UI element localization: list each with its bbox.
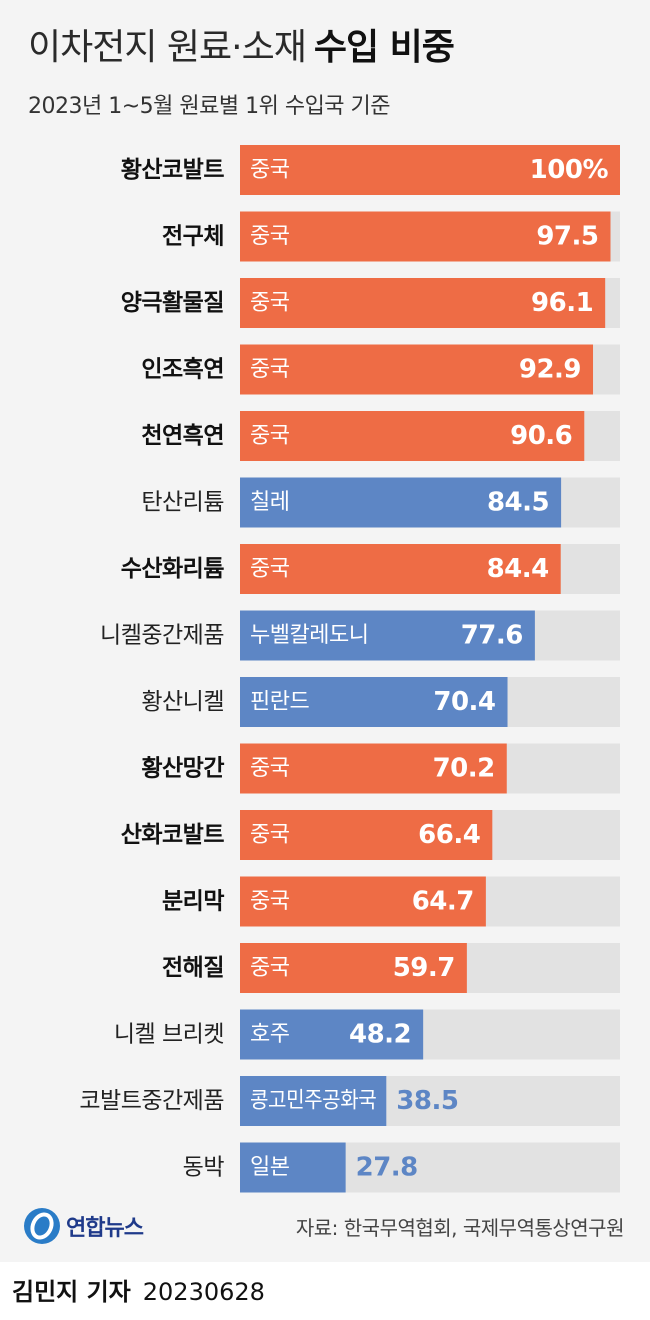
category-label: 산화코발트	[121, 822, 225, 848]
category-label: 수산화리튬	[121, 556, 225, 582]
category-label: 양극활물질	[121, 290, 224, 316]
title-light-part: 이차전지 원료·소재	[28, 27, 307, 68]
publish-date: 20230628	[142, 1278, 265, 1306]
country-label: 콩고민주공화국	[250, 1089, 377, 1114]
value-label: 97.5	[536, 222, 598, 252]
country-label: 누벨칼레도니	[250, 623, 368, 648]
bar	[240, 278, 606, 328]
value-label: 84.5	[487, 488, 549, 518]
category-label: 전해질	[162, 955, 224, 981]
country-label: 중국	[250, 224, 290, 249]
reporter-name: 김민지 기자	[12, 1278, 131, 1306]
country-label: 칠레	[250, 490, 289, 515]
bar	[240, 1009, 424, 1060]
bar	[240, 943, 467, 993]
category-label: 분리막	[162, 889, 224, 915]
chart-title: 이차전지 원료·소재 수입 비중	[28, 18, 455, 70]
bar	[240, 477, 562, 528]
bar	[240, 145, 620, 195]
chart-subtitle: 2023년 1~5월 원료별 1위 수입국 기준	[28, 94, 391, 119]
bar	[240, 1076, 387, 1126]
country-label: 중국	[250, 756, 290, 781]
category-label: 천연흑연	[141, 423, 224, 449]
country-label: 중국	[250, 889, 290, 914]
byline: 김민지 기자 20230628	[12, 1272, 265, 1307]
value-label: 48.2	[349, 1020, 411, 1050]
country-label: 중국	[250, 823, 290, 848]
country-label: 중국	[250, 424, 290, 449]
bar	[240, 677, 508, 727]
category-label: 탄산리튬	[141, 490, 224, 516]
bar	[240, 610, 535, 661]
bar	[240, 876, 486, 927]
logo-text: 연합뉴스	[66, 1216, 144, 1241]
value-label: 77.6	[461, 621, 523, 651]
country-label: 중국	[250, 357, 290, 382]
value-label: 92.9	[519, 355, 581, 385]
yonhap-logo-icon	[24, 1208, 60, 1244]
bar	[240, 810, 493, 860]
bar	[240, 1142, 346, 1193]
value-label: 90.6	[510, 421, 572, 451]
value-label: 64.7	[412, 887, 474, 917]
bar	[240, 411, 585, 461]
value-label: 70.4	[433, 687, 495, 717]
category-label: 황산니켈	[141, 689, 224, 715]
value-label: 70.2	[433, 754, 495, 784]
category-label: 코발트중간제품	[79, 1088, 224, 1114]
category-label: 전구체	[162, 224, 224, 250]
country-label: 중국	[250, 557, 290, 582]
country-label: 핀란드	[250, 690, 309, 715]
category-label: 동박	[183, 1155, 225, 1181]
value-label: 96.1	[531, 288, 593, 318]
country-label: 호주	[250, 1022, 290, 1047]
yonhap-logo: 연합뉴스	[24, 1206, 144, 1246]
value-label: 59.7	[393, 953, 455, 983]
bar	[240, 544, 561, 594]
source-note: 자료: 한국무역협회, 국제무역통상연구원	[295, 1216, 625, 1240]
category-label: 인조흑연	[141, 357, 224, 383]
bar	[240, 743, 507, 794]
value-label: 66.4	[418, 820, 480, 850]
bar	[240, 211, 611, 262]
country-label: 중국	[250, 291, 290, 316]
country-label: 중국	[250, 956, 290, 981]
value-label: 27.8	[356, 1153, 418, 1183]
category-label: 황산코발트	[121, 157, 225, 183]
country-label: 중국	[250, 158, 290, 183]
chart-card: 이차전지 원료·소재 수입 비중 2023년 1~5월 원료별 1위 수입국 기준…	[0, 0, 650, 1262]
category-label: 니켈 브리켓	[114, 1022, 224, 1048]
category-label: 니켈중간제품	[100, 623, 224, 649]
value-label: 100%	[530, 155, 609, 185]
country-label: 일본	[250, 1155, 290, 1180]
category-label: 황산망간	[141, 756, 224, 782]
value-label: 84.4	[487, 554, 549, 584]
bar	[240, 344, 594, 395]
title-bold-part: 수입 비중	[313, 27, 455, 68]
value-label: 38.5	[396, 1086, 458, 1116]
